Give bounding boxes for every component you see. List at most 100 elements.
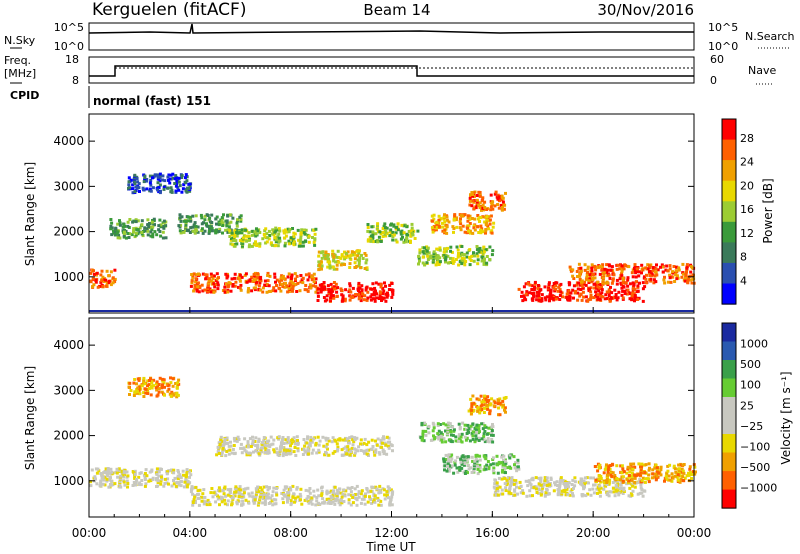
velocity-cell [596, 491, 599, 495]
velocity-cell [445, 469, 449, 473]
nsky-trace [88, 23, 694, 34]
power-cell [255, 276, 259, 280]
power-cell [593, 286, 597, 290]
power-cell [194, 277, 198, 281]
power-cell [175, 176, 179, 180]
power-colorbar-frame [721, 118, 737, 305]
power-cell [620, 264, 624, 268]
power-cell [366, 290, 370, 294]
velocity-cell [197, 496, 201, 500]
power-cell [552, 286, 556, 290]
power-cell [306, 289, 310, 293]
power-cell [358, 256, 362, 260]
velocity-cell [363, 449, 367, 453]
velocity-cell [478, 469, 482, 473]
power-band-8 [366, 222, 420, 244]
power-cell [660, 263, 664, 267]
velocity-cell [292, 492, 296, 496]
power-cell [611, 277, 615, 281]
power-cell [189, 219, 193, 223]
velocity-cell [299, 494, 303, 498]
power-cell [279, 276, 283, 280]
velocity-cell [467, 430, 470, 434]
velocity-cell [175, 480, 179, 484]
velocity-cell [637, 480, 641, 484]
power-cell [353, 253, 357, 257]
velocity-cell [472, 464, 476, 468]
velocity-cell [259, 448, 263, 452]
power-cell [212, 274, 216, 278]
power-cell [417, 256, 421, 260]
velocity-cell [450, 440, 454, 444]
velocity-cell [526, 484, 530, 488]
velocity-cell [233, 490, 237, 494]
velocity-cell [155, 380, 159, 384]
velocity-cell [610, 462, 614, 466]
power-cell [626, 284, 630, 288]
velocity-cell [107, 485, 111, 489]
power-cell [610, 281, 614, 285]
power-cell [483, 220, 487, 224]
power-cell [113, 277, 117, 281]
power-cell [282, 277, 286, 280]
velocity-cell [255, 490, 259, 494]
velocity-cell [373, 496, 377, 500]
power-cell [280, 282, 284, 286]
velocity-cell [281, 501, 285, 505]
power-cell [468, 203, 472, 207]
velocity-cell [295, 435, 299, 439]
power-cell [157, 228, 161, 232]
power-cell [271, 228, 275, 232]
velocity-cell [246, 445, 250, 449]
power-cell [592, 296, 596, 300]
velocity-cell [626, 467, 630, 471]
power-cell [480, 259, 484, 263]
power-cell [362, 298, 366, 302]
power-cell [394, 231, 398, 235]
velocity-cell [382, 452, 386, 456]
velocity-cell [381, 448, 385, 452]
power-cell [382, 296, 386, 300]
power-cell [332, 267, 336, 271]
power-cell [247, 231, 251, 235]
power-cell [447, 261, 450, 265]
power-cell [242, 234, 246, 238]
power-cell [182, 219, 186, 223]
velocity-cell [636, 492, 640, 496]
velocity-cell [166, 389, 170, 393]
velocity-cell [327, 497, 331, 501]
xtick-label: 12:00 [374, 526, 409, 540]
power-cell [156, 177, 160, 181]
power-cell [528, 283, 532, 287]
power-cell [158, 191, 162, 195]
velocity-cell [362, 441, 366, 445]
power-cell [180, 215, 184, 219]
power-cell [265, 290, 269, 294]
power-cell [370, 293, 374, 297]
velocity-cell [157, 383, 161, 386]
velocity-cell [501, 468, 505, 472]
nave-tick-top: 60 [710, 53, 724, 66]
power-cell [571, 268, 575, 272]
velocity-cell [390, 444, 394, 448]
power-cell [496, 197, 500, 201]
power-cell [360, 284, 364, 288]
power-cell [217, 223, 221, 227]
velocity-cell [606, 468, 610, 472]
velocity-cell [349, 490, 353, 494]
velocity-cell [379, 503, 383, 507]
power-cell [451, 261, 455, 265]
power-cell [291, 287, 295, 291]
velocity-cell [326, 501, 330, 505]
power-cell [587, 281, 591, 284]
power-cell [348, 282, 352, 286]
velocity-cell [93, 475, 97, 479]
power-cell [600, 286, 603, 289]
velocity-cell [202, 488, 206, 492]
power-cell [233, 229, 237, 233]
power-cell [109, 283, 113, 287]
velocity-cell [443, 468, 446, 472]
power-cell [277, 227, 281, 231]
power-cell [162, 187, 166, 191]
velocity-cell [324, 438, 328, 442]
